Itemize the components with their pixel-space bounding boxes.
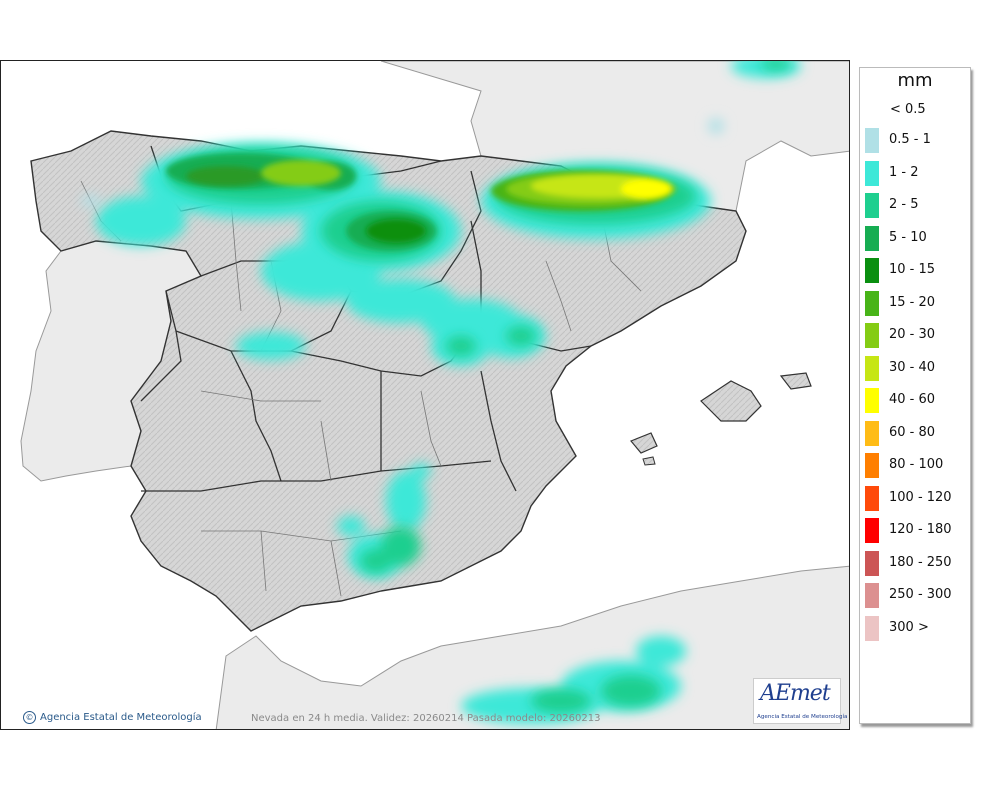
legend-swatch — [865, 518, 879, 543]
legend-label: 1 - 2 — [889, 164, 919, 180]
legend-swatch — [865, 193, 879, 218]
legend-swatch — [865, 128, 879, 153]
ibiza — [630, 432, 658, 454]
spain-land — [30, 130, 747, 632]
legend-item: 250 - 300 — [865, 583, 965, 608]
legend-label: 60 - 80 — [889, 424, 936, 440]
legend-swatch — [865, 225, 879, 251]
legend-swatch — [865, 258, 879, 283]
legend-label: 300 > — [889, 619, 929, 635]
legend-label: 10 - 15 — [889, 262, 936, 277]
legend-swatch — [865, 290, 879, 316]
legend-unit: mm — [897, 70, 933, 91]
legend-item: 2 - 5 — [865, 193, 965, 218]
agency-credit-text: Agencia Estatal de Meteorología — [40, 712, 202, 723]
legend-item: 5 - 10 — [865, 225, 965, 251]
menorca — [779, 372, 812, 390]
africa-land — [215, 565, 849, 729]
formentera — [642, 456, 656, 466]
legend-label: 40 - 60 — [889, 392, 936, 407]
mallorca — [700, 380, 762, 422]
legend-below-threshold: < 0.5 — [890, 102, 926, 117]
legend-label: 250 - 300 — [889, 587, 952, 602]
legend-swatch — [865, 583, 879, 608]
legend-item: 40 - 60 — [865, 388, 965, 413]
map-validity-note: Nevada en 24 h media. Validez: 20260214 … — [251, 713, 601, 724]
legend-item: 1 - 2 — [865, 160, 965, 186]
legend-item: 180 - 250 — [865, 550, 965, 576]
map-canvas — [1, 61, 849, 729]
legend-label: 100 - 120 — [889, 489, 952, 505]
legend-item: 100 - 120 — [865, 485, 965, 511]
legend-swatch — [865, 355, 879, 381]
legend-swatch — [865, 323, 879, 348]
legend-item: 20 - 30 — [865, 323, 965, 348]
legend-swatch — [865, 420, 879, 446]
legend-item: 300 > — [865, 615, 965, 641]
legend-swatch — [865, 453, 879, 478]
legend-swatch — [865, 388, 879, 413]
legend-label: 15 - 20 — [889, 294, 936, 310]
legend-item: 30 - 40 — [865, 355, 965, 381]
legend-label: 20 - 30 — [889, 327, 936, 342]
legend-label: 180 - 250 — [889, 554, 952, 570]
legend-swatch — [865, 615, 879, 641]
legend-label: 80 - 100 — [889, 457, 944, 472]
snowfall-map[interactable]: © Agencia Estatal de Meteorología Nevada … — [0, 60, 850, 730]
legend-item: 15 - 20 — [865, 290, 965, 316]
legend-swatch — [865, 485, 879, 511]
legend-panel: mm < 0.5 0.5 - 1 1 - 2 2 - 5 5 - 10 10 - 15 1… — [859, 67, 971, 724]
snowfall-field — [81, 61, 801, 724]
legend-item: 0.5 - 1 — [865, 128, 965, 153]
legend-item: 80 - 100 — [865, 453, 965, 478]
legend-label: 0.5 - 1 — [889, 132, 931, 147]
aemet-logo: AEmet Agencia Estatal de Meteorología — [753, 678, 847, 724]
legend-label: 30 - 40 — [889, 359, 936, 375]
legend-label: 2 - 5 — [889, 197, 919, 212]
legend-swatch — [865, 160, 879, 186]
legend-item: 60 - 80 — [865, 420, 965, 446]
legend-swatch — [865, 550, 879, 576]
aemet-logo-subtitle: Agencia Estatal de Meteorología — [757, 714, 848, 720]
legend-label: 5 - 10 — [889, 229, 927, 245]
legend-item: 10 - 15 — [865, 258, 965, 283]
agency-credit: © Agencia Estatal de Meteorología — [23, 711, 202, 724]
copyright-icon: © — [23, 711, 36, 724]
legend-item: 120 - 180 — [865, 518, 965, 543]
aemet-logo-word: AEmet — [760, 681, 831, 706]
legend-label: 120 - 180 — [889, 522, 952, 537]
